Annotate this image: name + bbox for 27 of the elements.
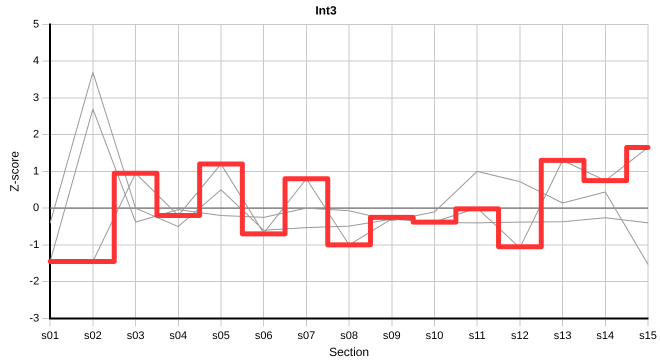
y-tick-label: -3: [29, 312, 40, 324]
x-tick-label: s14: [596, 330, 614, 342]
x-tick-label: s12: [511, 330, 529, 342]
x-tick-label: s04: [169, 330, 188, 342]
x-tick-label: s15: [639, 330, 657, 342]
x-tick-label: s03: [126, 330, 144, 342]
y-tick-label: 0: [33, 202, 40, 214]
x-tick-label: s09: [382, 330, 401, 342]
y-axis-title: Z-score: [8, 150, 22, 192]
x-tick-label: s10: [426, 330, 444, 342]
x-tick-label: s05: [212, 330, 230, 342]
y-tick-label: -2: [29, 276, 40, 288]
x-tick-label: s01: [41, 330, 60, 342]
y-tick-label: 4: [33, 55, 40, 68]
x-tick-label: s02: [84, 330, 102, 342]
y-tick-label: 3: [33, 92, 40, 104]
y-tick-label: 2: [33, 128, 40, 141]
x-tick-label: s13: [554, 330, 572, 342]
x-axis-title: Section: [329, 345, 370, 360]
x-tick-label: s06: [254, 330, 273, 342]
x-tick-label: s11: [468, 330, 486, 342]
chart-title: Int3: [315, 4, 337, 18]
y-tick-label: 1: [33, 165, 40, 178]
y-tick-label: -1: [29, 238, 40, 251]
x-tick-label: s07: [298, 330, 316, 342]
x-tick-label: s08: [340, 330, 358, 342]
y-tick-label: 5: [33, 18, 40, 30]
